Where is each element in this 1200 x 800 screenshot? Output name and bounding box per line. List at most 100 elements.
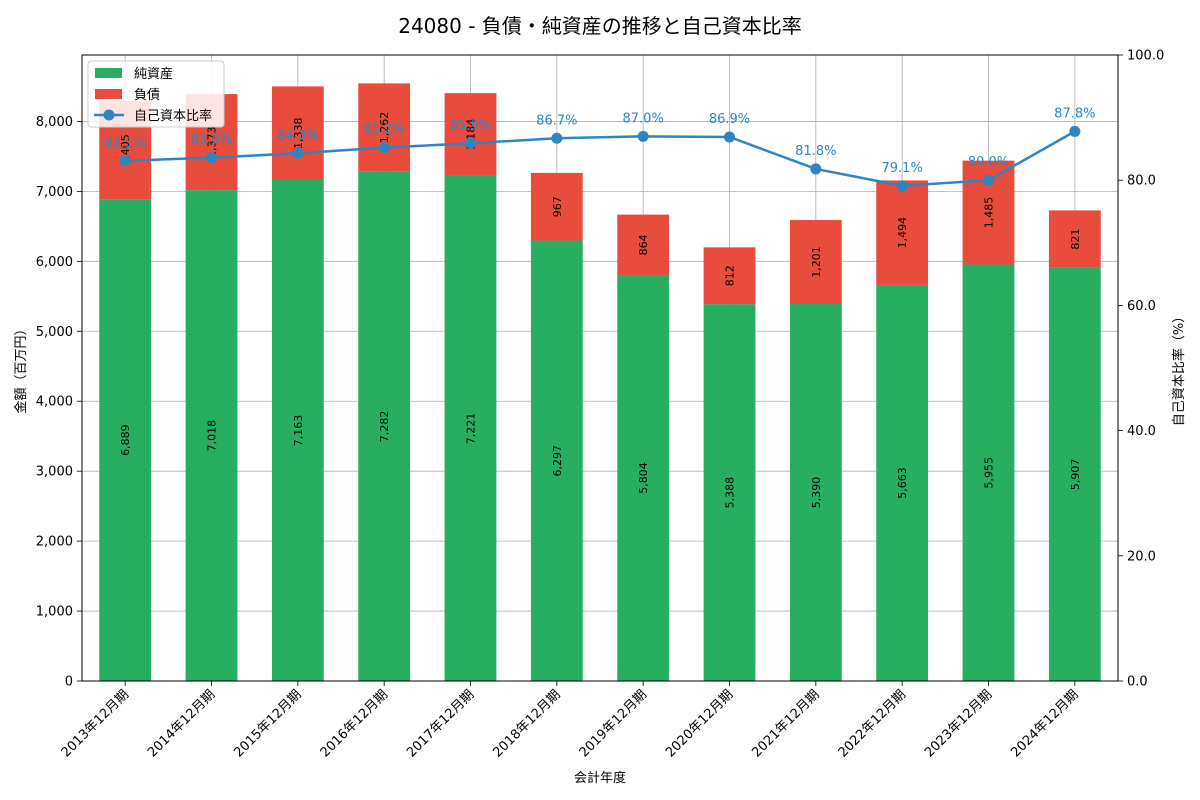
bar-label-equity: 7,163 xyxy=(292,415,305,447)
ratio-point xyxy=(637,130,649,142)
ratio-point xyxy=(292,147,304,159)
legend-label-liabilities: 負債 xyxy=(134,88,160,103)
legend-swatch-equity xyxy=(95,68,122,78)
legend-marker-ratio xyxy=(103,109,115,121)
bar-equity xyxy=(703,304,756,681)
x-tick-label: 2022年12月期 xyxy=(836,687,909,760)
bar-label-equity: 7,282 xyxy=(378,411,391,443)
y-tick-label: 2,000 xyxy=(36,535,73,550)
legend-label-equity: 純資産 xyxy=(134,66,173,82)
bar-label-liabilities: 967 xyxy=(551,196,564,217)
bar-liabilities xyxy=(703,247,756,305)
bar-equity xyxy=(789,304,842,681)
bar-label-equity: 6,297 xyxy=(551,445,564,477)
legend-label-ratio: 自己資本比率 xyxy=(134,108,212,124)
bar-label-equity: 7,018 xyxy=(206,420,219,452)
bar-liabilities xyxy=(617,214,670,276)
bar-label-liabilities: 1,338 xyxy=(292,117,305,149)
ratio-label: 87.8% xyxy=(1054,106,1095,121)
bar-label-equity: 5,390 xyxy=(810,477,823,509)
ratio-label: 87.0% xyxy=(623,111,664,126)
bar-equity xyxy=(99,199,152,682)
bar-label-liabilities: 1,485 xyxy=(983,197,996,229)
bar-equity xyxy=(185,190,238,681)
ratio-label: 86.7% xyxy=(536,113,577,128)
bar-equity xyxy=(358,171,411,681)
y-axis-label: 金額（百万円） xyxy=(13,322,29,413)
ratio-point xyxy=(378,142,390,154)
ratio-label: 85.9% xyxy=(450,118,491,133)
ratio-point xyxy=(206,152,217,164)
y-tick-label: 4,000 xyxy=(36,395,73,410)
y-tick-label: 0 xyxy=(65,675,73,690)
y-tick-label: 1,000 xyxy=(36,605,73,620)
y-tick-label: 8,000 xyxy=(36,115,73,130)
x-tick-label: 2023年12月期 xyxy=(922,687,995,760)
x-tick-label: 2019年12月期 xyxy=(577,687,650,760)
x-tick-label: 2017年12月期 xyxy=(404,687,477,760)
bar-equity xyxy=(876,284,929,681)
ratio-point xyxy=(983,174,994,186)
bar-label-liabilities: 1,201 xyxy=(810,246,823,278)
x-tick-label: 2015年12月期 xyxy=(231,687,304,760)
ratio-point xyxy=(465,137,476,149)
ratio-point xyxy=(724,131,735,143)
bar-label-liabilities: 1,262 xyxy=(378,112,391,144)
y2-tick-label: 100.0 xyxy=(1127,49,1164,64)
ratio-label: 84.3% xyxy=(277,128,318,143)
bar-liabilities xyxy=(530,172,583,241)
x-tick-label: 2024年12月期 xyxy=(1008,687,1081,760)
bar-equity xyxy=(1048,267,1101,681)
bar-label-equity: 7,221 xyxy=(465,413,478,445)
ratio-label: 81.8% xyxy=(795,144,836,159)
y-tick-label: 5,000 xyxy=(36,325,73,340)
ratio-point xyxy=(810,163,822,175)
ratio-point xyxy=(896,180,908,192)
bar-label-liabilities: 864 xyxy=(637,234,650,255)
bar-label-equity: 5,388 xyxy=(724,477,737,509)
x-tick-label: 2013年12月期 xyxy=(59,687,132,760)
bar-liabilities xyxy=(789,219,842,305)
bar-liabilities xyxy=(876,180,929,285)
y2-tick-label: 0.0 xyxy=(1127,675,1148,690)
bar-equity xyxy=(962,264,1015,681)
bar-label-equity: 5,955 xyxy=(983,457,996,489)
bar-equity xyxy=(271,179,324,681)
bar-equity xyxy=(444,175,497,681)
ratio-line xyxy=(125,130,1076,188)
ratio-label: 83.1% xyxy=(105,136,146,151)
chart-title: 24080 - 負債・純資産の推移と自己資本比率 xyxy=(398,14,802,38)
ratio-label: 86.9% xyxy=(709,112,750,127)
bar-label-liabilities: 1,373 xyxy=(206,126,219,158)
x-tick-label: 2014年12月期 xyxy=(145,687,218,760)
x-axis-label: 会計年度 xyxy=(574,770,626,786)
bars-group xyxy=(99,83,1101,682)
bar-liabilities xyxy=(271,86,324,180)
ratio-label: 85.2% xyxy=(364,123,405,138)
bar-label-liabilities: 812 xyxy=(724,265,737,286)
x-tick-label: 2016年12月期 xyxy=(318,687,391,760)
ratio-point xyxy=(1069,125,1081,137)
bar-liabilities xyxy=(358,83,411,172)
plot-frame xyxy=(81,54,1119,682)
y2-tick-label: 40.0 xyxy=(1127,424,1156,439)
ratio-label: 83.6% xyxy=(191,133,232,148)
bar-equity xyxy=(530,240,583,682)
y2-axis-label: 自己資本比率（%） xyxy=(1171,310,1187,426)
y-tick-label: 6,000 xyxy=(36,255,73,270)
bar-label-equity: 5,663 xyxy=(896,467,909,499)
x-tick-label: 2020年12月期 xyxy=(663,687,736,760)
bar-label-equity: 6,889 xyxy=(119,424,132,456)
y2-tick-label: 60.0 xyxy=(1127,299,1156,314)
ratio-line-group: 83.1% 83.6% 84.3% 85.2% 85.9% 86.7% 87.0% 86.9%… xyxy=(105,106,1095,192)
x-tick-label: 2021年12月期 xyxy=(749,687,822,760)
ratio-label: 80.0% xyxy=(968,155,1009,170)
y-tick-label: 3,000 xyxy=(36,465,73,480)
legend-swatch-liabilities xyxy=(95,89,122,99)
bar-label-equity: 5,804 xyxy=(637,462,650,494)
bar-label-equity: 5,907 xyxy=(1069,459,1082,491)
bar-labels-group: 6,8891,4057,0181,3737,1631,3387,2821,262… xyxy=(119,112,1082,509)
bar-label-liabilities: 821 xyxy=(1069,229,1082,250)
y2-tick-label: 80.0 xyxy=(1127,174,1156,189)
